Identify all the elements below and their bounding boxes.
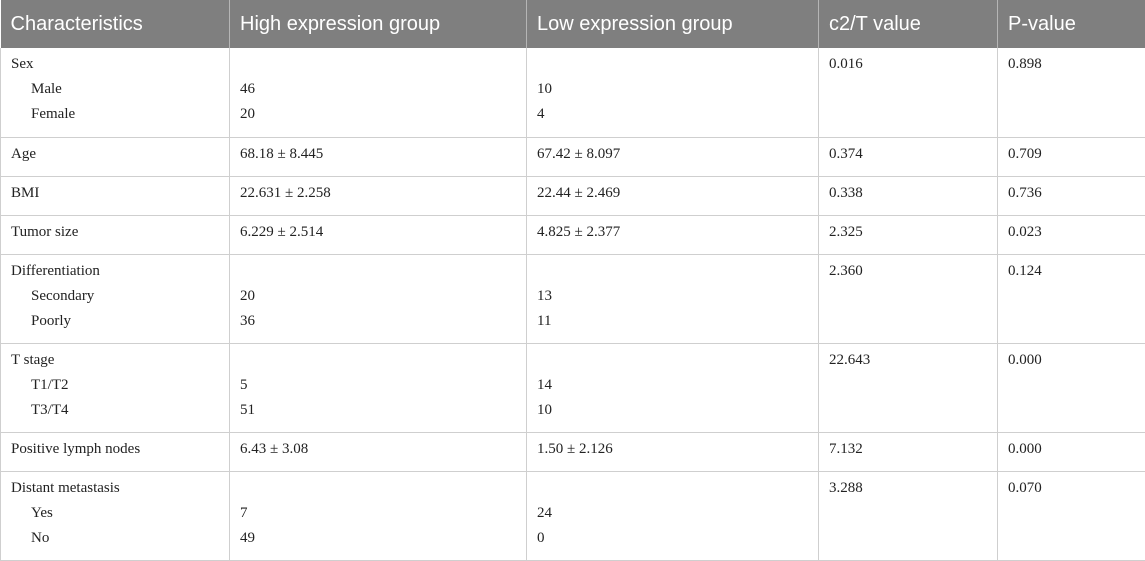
p-value: 0.000 — [1008, 352, 1136, 377]
high-value: 51 — [240, 402, 516, 427]
low-value: 13 — [537, 288, 808, 313]
high-value: 6.229 ± 2.514 — [230, 215, 527, 254]
subrow-label: Female — [11, 106, 219, 131]
high-value: 46 — [240, 81, 516, 106]
high-value: 7 — [240, 505, 516, 530]
table-row: BMI 22.631 ± 2.258 22.44 ± 2.469 0.338 0… — [1, 176, 1145, 215]
table-row: Sex Male Female 46 20 10 4 0.016 0.898 — [1, 48, 1145, 137]
stat-value: 0.016 — [829, 56, 987, 81]
table-body: Sex Male Female 46 20 10 4 0.016 0.898 A… — [1, 48, 1145, 560]
low-value: 11 — [537, 313, 808, 338]
p-value: 0.000 — [998, 432, 1145, 471]
row-label: Sex — [11, 56, 219, 81]
high-value: 20 — [240, 106, 516, 131]
subrow-label: Secondary — [11, 288, 219, 313]
header-characteristics: Characteristics — [1, 0, 230, 48]
row-label: Positive lymph nodes — [1, 432, 230, 471]
high-value: 20 — [240, 288, 516, 313]
row-label-cell: Differentiation Secondary Poorly — [1, 254, 230, 343]
low-value: 24 — [537, 505, 808, 530]
row-label: Distant metastasis — [11, 480, 219, 505]
subrow-label: T3/T4 — [11, 402, 219, 427]
row-label-cell: T stage T1/T2 T3/T4 — [1, 343, 230, 432]
header-low-expression: Low expression group — [527, 0, 819, 48]
high-value: 5 — [240, 377, 516, 402]
p-cell: 0.124 — [998, 254, 1145, 343]
low-cell: 10 4 — [527, 48, 819, 137]
table-row: Differentiation Secondary Poorly 20 36 1… — [1, 254, 1145, 343]
header-high-expression: High expression group — [230, 0, 527, 48]
stat-cell: 22.643 — [819, 343, 998, 432]
stat-value: 0.374 — [819, 137, 998, 176]
subrow-label: Male — [11, 81, 219, 106]
header-row: Characteristics High expression group Lo… — [1, 0, 1145, 48]
p-value: 0.124 — [1008, 263, 1136, 288]
low-cell: 14 10 — [527, 343, 819, 432]
stat-value: 2.360 — [829, 263, 987, 288]
high-value: 36 — [240, 313, 516, 338]
low-value: 4.825 ± 2.377 — [527, 215, 819, 254]
subrow-label: Poorly — [11, 313, 219, 338]
row-label-cell: Distant metastasis Yes No — [1, 471, 230, 560]
table-row: Distant metastasis Yes No 7 49 24 0 3.28… — [1, 471, 1145, 560]
low-value: 67.42 ± 8.097 — [527, 137, 819, 176]
stat-value: 7.132 — [819, 432, 998, 471]
row-label: Age — [1, 137, 230, 176]
low-cell: 13 11 — [527, 254, 819, 343]
row-label: T stage — [11, 352, 219, 377]
p-value: 0.898 — [1008, 56, 1136, 81]
subrow-label: No — [11, 530, 219, 555]
stat-value: 0.338 — [819, 176, 998, 215]
row-label-cell: Sex Male Female — [1, 48, 230, 137]
low-value: 10 — [537, 81, 808, 106]
header-statistic: c2/T value — [819, 0, 998, 48]
high-value: 22.631 ± 2.258 — [230, 176, 527, 215]
table-row: Tumor size 6.229 ± 2.514 4.825 ± 2.377 2… — [1, 215, 1145, 254]
row-label: BMI — [1, 176, 230, 215]
table-row: Positive lymph nodes 6.43 ± 3.08 1.50 ± … — [1, 432, 1145, 471]
p-cell: 0.898 — [998, 48, 1145, 137]
header-p-value: P-value — [998, 0, 1145, 48]
high-cell: 46 20 — [230, 48, 527, 137]
low-cell: 24 0 — [527, 471, 819, 560]
stat-cell: 3.288 — [819, 471, 998, 560]
p-value: 0.736 — [998, 176, 1145, 215]
p-value: 0.709 — [998, 137, 1145, 176]
high-value: 49 — [240, 530, 516, 555]
stat-value: 2.325 — [819, 215, 998, 254]
table-row: Age 68.18 ± 8.445 67.42 ± 8.097 0.374 0.… — [1, 137, 1145, 176]
stat-cell: 0.016 — [819, 48, 998, 137]
high-cell: 5 51 — [230, 343, 527, 432]
high-cell: 7 49 — [230, 471, 527, 560]
high-value: 68.18 ± 8.445 — [230, 137, 527, 176]
p-cell: 0.070 — [998, 471, 1145, 560]
row-label: Tumor size — [1, 215, 230, 254]
table-row: T stage T1/T2 T3/T4 5 51 14 10 22.643 0.… — [1, 343, 1145, 432]
low-value: 10 — [537, 402, 808, 427]
low-value: 4 — [537, 106, 808, 131]
low-value: 22.44 ± 2.469 — [527, 176, 819, 215]
p-value: 0.070 — [1008, 480, 1136, 505]
p-cell: 0.000 — [998, 343, 1145, 432]
p-value: 0.023 — [998, 215, 1145, 254]
low-value: 14 — [537, 377, 808, 402]
stat-value: 3.288 — [829, 480, 987, 505]
stat-cell: 2.360 — [819, 254, 998, 343]
high-value: 6.43 ± 3.08 — [230, 432, 527, 471]
subrow-label: T1/T2 — [11, 377, 219, 402]
low-value: 1.50 ± 2.126 — [527, 432, 819, 471]
table-header: Characteristics High expression group Lo… — [1, 0, 1145, 48]
high-cell: 20 36 — [230, 254, 527, 343]
subrow-label: Yes — [11, 505, 219, 530]
low-value: 0 — [537, 530, 808, 555]
stat-value: 22.643 — [829, 352, 987, 377]
row-label: Differentiation — [11, 263, 219, 288]
